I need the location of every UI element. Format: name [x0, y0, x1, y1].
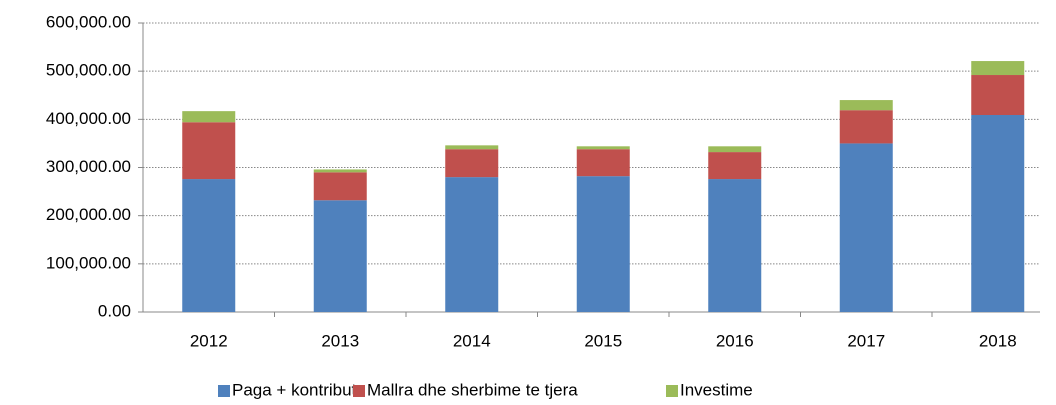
y-tick-label: 400,000.00 [46, 109, 131, 128]
legend-label: Mallra dhe sherbime te tjera [367, 380, 578, 399]
x-tick-label: 2014 [453, 331, 491, 350]
bar-segment [445, 149, 499, 178]
x-tick-label: 2015 [584, 331, 622, 350]
legend-swatch [666, 385, 678, 397]
bar-segment [445, 177, 499, 312]
y-tick-label: 100,000.00 [46, 253, 131, 272]
x-tick-label: 2016 [716, 331, 754, 350]
y-tick-label: 200,000.00 [46, 205, 131, 224]
bar-segment [313, 172, 367, 201]
bar-segment [708, 146, 762, 153]
bar-segment [313, 200, 367, 312]
bar-segment [182, 111, 236, 123]
bar-segment [839, 110, 893, 144]
bar-segment [839, 143, 893, 312]
y-tick-label: 300,000.00 [46, 157, 131, 176]
y-tick-label: 0.00 [98, 301, 131, 320]
x-tick-label: 2013 [321, 331, 359, 350]
bar-segment [971, 114, 1025, 312]
bar-segment [182, 122, 236, 180]
bar-segment [313, 169, 367, 173]
y-tick-label: 600,000.00 [46, 12, 131, 31]
bar-segment [445, 145, 499, 150]
x-tick-label: 2018 [979, 331, 1017, 350]
legend-swatch [218, 385, 230, 397]
legend-label: Paga + kontribut [232, 380, 357, 399]
bar-segment [971, 75, 1025, 115]
x-tick-label: 2012 [190, 331, 228, 350]
bar-segment [182, 179, 236, 312]
bar-segment [708, 152, 762, 180]
legend-swatch [353, 385, 365, 397]
bar-segment [971, 61, 1025, 76]
bar-segment [708, 179, 762, 312]
bar-segment [839, 100, 893, 111]
y-tick-label: 500,000.00 [46, 61, 131, 80]
x-tick-label: 2017 [847, 331, 885, 350]
bar-segment [576, 146, 630, 150]
legend-label: Investime [680, 380, 753, 399]
bar-segment [576, 176, 630, 312]
bar-segment [576, 149, 630, 177]
